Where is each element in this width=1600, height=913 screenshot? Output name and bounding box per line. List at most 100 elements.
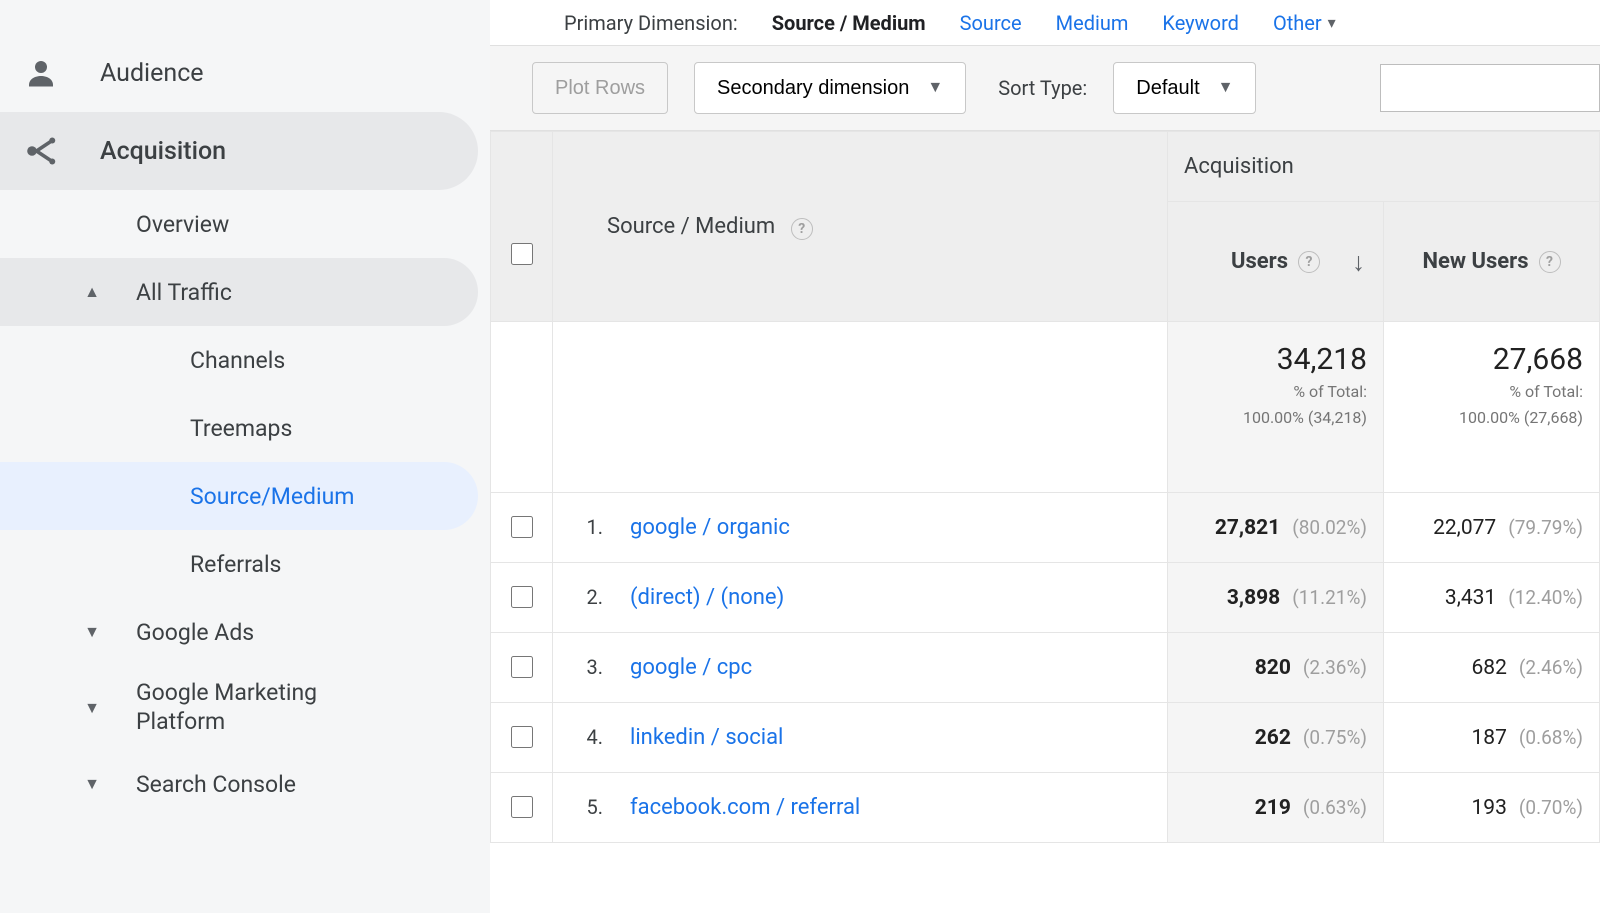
primary-dimension-bar: Primary Dimension: Source / Medium Sourc…: [490, 0, 1600, 46]
sidebar-item-referrals[interactable]: Referrals: [0, 530, 490, 598]
new-users-value: 682: [1471, 656, 1506, 680]
sidebar-nav: Audience Acquisition Overview ▲ All Traf…: [0, 0, 490, 913]
source-link[interactable]: (direct) / (none): [630, 585, 784, 610]
secondary-dimension-label: Secondary dimension: [717, 77, 909, 100]
chevron-down-icon: ▼: [1218, 79, 1234, 97]
totals-blank: [553, 322, 1168, 493]
help-icon[interactable]: ?: [1539, 251, 1561, 273]
users-pct: (11.21%): [1292, 586, 1367, 609]
acquisition-icon: [20, 130, 62, 172]
table-row: 1. google / organic 27,821(80.02%) 22,07…: [491, 493, 1600, 563]
row-number: 5.: [569, 795, 603, 819]
row-checkbox[interactable]: [511, 726, 533, 748]
totals-users-value: 34,218: [1184, 342, 1367, 377]
sidebar-item-all-traffic[interactable]: ▲ All Traffic: [0, 258, 478, 326]
new-users-pct: (0.68%): [1519, 726, 1583, 749]
sidebar-item-google-ads[interactable]: ▼ Google Ads: [0, 598, 490, 666]
sidebar-item-label: Overview: [136, 211, 229, 238]
sidebar-item-treemaps[interactable]: Treemaps: [0, 394, 490, 462]
new-users-pct: (0.70%): [1519, 796, 1583, 819]
help-icon[interactable]: ?: [791, 218, 813, 240]
chevron-down-icon: ▾: [1328, 13, 1336, 32]
chevron-down-icon: ▼: [927, 79, 943, 97]
source-link[interactable]: google / organic: [630, 515, 790, 540]
table-search-input[interactable]: [1380, 64, 1600, 112]
row-number: 4.: [569, 725, 603, 749]
sidebar-item-gmp[interactable]: ▼ Google Marketing Platform: [0, 666, 490, 750]
dimension-source[interactable]: Source: [960, 11, 1022, 35]
header-new-users[interactable]: New Users ?: [1384, 202, 1600, 322]
nav-acquisition-label: Acquisition: [100, 137, 226, 166]
dimension-medium[interactable]: Medium: [1056, 11, 1129, 35]
users-value: 27,821: [1215, 516, 1280, 540]
new-users-value: 22,077: [1433, 516, 1496, 540]
sidebar-item-label: Referrals: [190, 551, 281, 578]
totals-new-users-sub2: 100.00% (27,668): [1400, 407, 1583, 429]
sidebar-item-search-console[interactable]: ▼ Search Console: [0, 750, 490, 818]
sidebar-item-label: Google Marketing Platform: [136, 679, 396, 737]
caret-up-icon: ▲: [80, 282, 104, 302]
dimension-other[interactable]: Other ▾: [1273, 11, 1336, 35]
nav-acquisition[interactable]: Acquisition: [0, 112, 478, 190]
plot-rows-button[interactable]: Plot Rows: [532, 62, 668, 114]
sidebar-item-label: Treemaps: [190, 415, 292, 442]
sort-descending-icon: ↓: [1352, 246, 1365, 277]
report-table: Source / Medium ? Acquisition Users ? ↓: [490, 131, 1600, 843]
source-link[interactable]: linkedin / social: [630, 725, 783, 750]
row-checkbox[interactable]: [511, 516, 533, 538]
table-row: 2. (direct) / (none) 3,898 (11.21%) 3,431…: [491, 563, 1600, 633]
primary-dimension-label: Primary Dimension:: [564, 11, 738, 35]
dimension-source-medium[interactable]: Source / Medium: [772, 11, 926, 35]
new-users-value: 187: [1471, 726, 1506, 750]
header-users[interactable]: Users ? ↓: [1168, 202, 1384, 322]
sort-type-dropdown[interactable]: Default ▼: [1113, 62, 1256, 114]
new-users-pct: (79.79%): [1508, 516, 1583, 539]
row-number: 3.: [569, 655, 603, 679]
sidebar-item-label: All Traffic: [136, 279, 232, 306]
header-users-label: Users: [1231, 249, 1288, 274]
totals-new-users: 27,668 % of Total: 100.00% (27,668): [1384, 322, 1600, 493]
users-pct: (0.63%): [1303, 796, 1367, 819]
caret-down-icon: ▼: [80, 698, 104, 718]
totals-users: 34,218 % of Total: 100.00% (34,218): [1168, 322, 1384, 493]
header-checkbox-col: [491, 132, 553, 322]
totals-row: 34,218 % of Total: 100.00% (34,218) 27,6…: [491, 322, 1600, 493]
sidebar-item-label: Channels: [190, 347, 285, 374]
sidebar-item-channels[interactable]: Channels: [0, 326, 490, 394]
sidebar-item-overview[interactable]: Overview: [0, 190, 490, 258]
new-users-pct: (12.40%): [1508, 586, 1583, 609]
totals-blank: [491, 322, 553, 493]
sidebar-item-label: Google Ads: [136, 619, 254, 646]
dimension-other-label: Other: [1273, 11, 1322, 35]
header-source-medium[interactable]: Source / Medium ?: [553, 132, 1168, 322]
users-pct: (0.75%): [1303, 726, 1367, 749]
new-users-pct: (2.46%): [1519, 656, 1583, 679]
sidebar-item-source-medium[interactable]: Source/Medium: [0, 462, 478, 530]
new-users-value: 3,431: [1445, 586, 1496, 610]
row-number: 1.: [569, 515, 603, 539]
table-row: 4. linkedin / social 262 (0.75%) 187 (0.68…: [491, 703, 1600, 773]
users-value: 3,898: [1227, 586, 1280, 610]
users-value: 262: [1255, 726, 1291, 750]
header-acquisition-label: Acquisition: [1184, 154, 1294, 179]
source-link[interactable]: google / cpc: [630, 655, 752, 680]
row-checkbox[interactable]: [511, 586, 533, 608]
totals-users-sub1: % of Total:: [1184, 381, 1367, 403]
source-link[interactable]: facebook.com / referral: [630, 795, 860, 820]
row-number: 2.: [569, 585, 603, 609]
totals-users-sub2: 100.00% (34,218): [1184, 407, 1367, 429]
select-all-checkbox[interactable]: [511, 243, 533, 265]
help-icon[interactable]: ?: [1298, 251, 1320, 273]
report-main: Primary Dimension: Source / Medium Sourc…: [490, 0, 1600, 913]
users-value: 820: [1255, 656, 1291, 680]
row-checkbox[interactable]: [511, 796, 533, 818]
dimension-keyword[interactable]: Keyword: [1162, 11, 1239, 35]
totals-new-users-value: 27,668: [1400, 342, 1583, 377]
sort-type-value: Default: [1136, 77, 1199, 100]
totals-new-users-sub1: % of Total:: [1400, 381, 1583, 403]
row-checkbox[interactable]: [511, 656, 533, 678]
users-value: 219: [1255, 796, 1291, 820]
sort-type-label: Sort Type:: [998, 76, 1087, 100]
nav-audience[interactable]: Audience: [0, 34, 490, 112]
secondary-dimension-dropdown[interactable]: Secondary dimension ▼: [694, 62, 966, 114]
